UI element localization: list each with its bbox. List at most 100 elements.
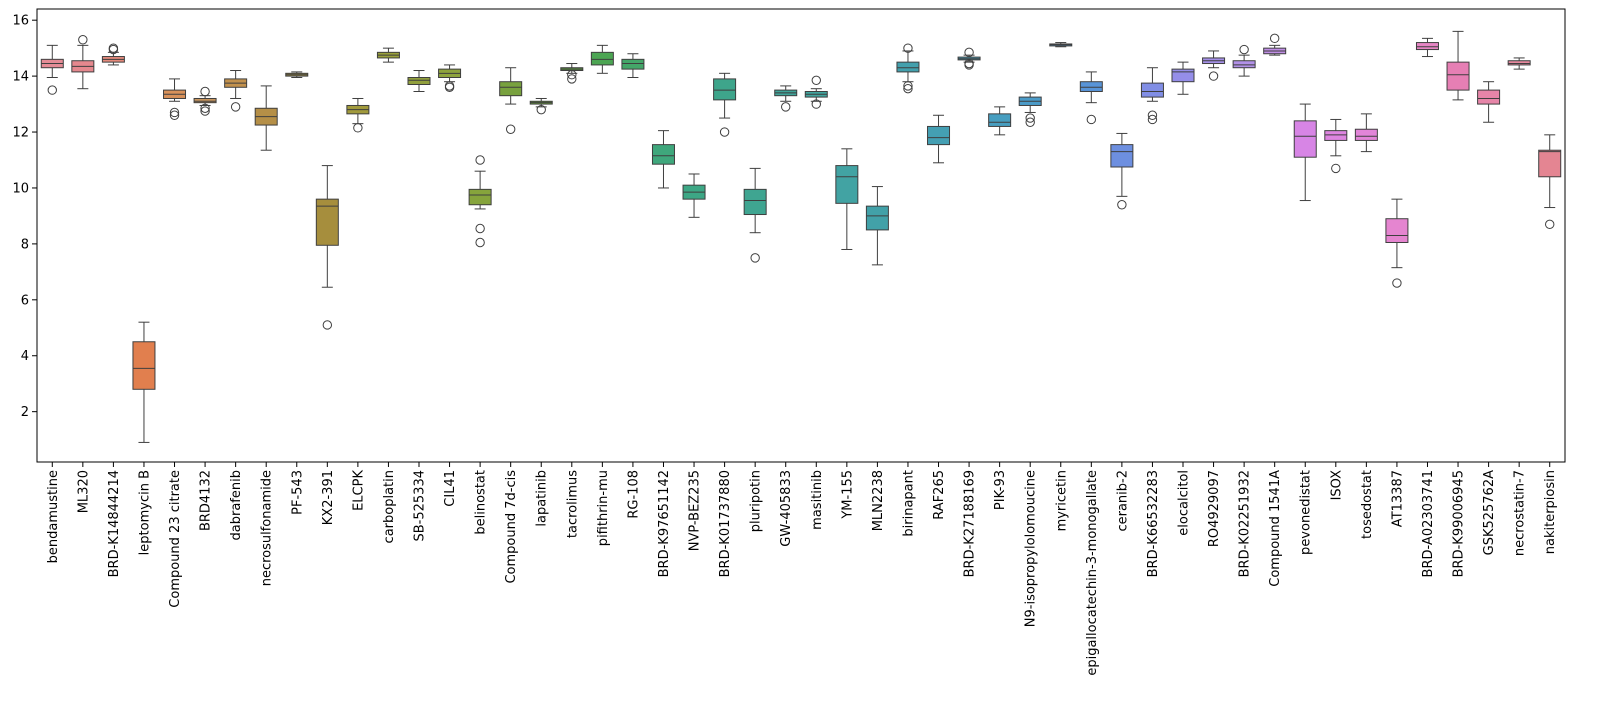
outlier-point <box>903 81 913 91</box>
box-group <box>743 167 767 263</box>
box-group <box>713 72 737 137</box>
box-group <box>132 321 156 443</box>
x-tick-label: belinostat <box>474 470 489 535</box>
box-group <box>71 35 95 90</box>
x-tick-label: ML320 <box>76 470 91 513</box>
box <box>1293 120 1317 158</box>
outlier-point <box>1239 44 1249 55</box>
box-group <box>1507 57 1531 70</box>
x-tick-label: BRD-K02251932 <box>1238 470 1253 577</box>
outlier-point <box>903 83 913 94</box>
box-group <box>865 186 889 266</box>
box-group <box>560 63 584 84</box>
outlier-point <box>567 70 577 80</box>
x-tick-label: NVP-BEZ235 <box>688 470 703 551</box>
plot-marks <box>40 30 1562 443</box>
box-group <box>163 78 187 120</box>
outlier-point <box>1147 114 1158 125</box>
box <box>1171 68 1195 83</box>
x-tick-label: nakiterpiosin <box>1543 470 1558 554</box>
outlier-point <box>1392 278 1402 288</box>
box-group <box>1171 61 1195 95</box>
x-tick-label: dabrafenib <box>229 470 244 540</box>
y-axis: 2 4 6 8 10 12 14 16 <box>12 14 37 420</box>
box <box>1354 128 1378 141</box>
x-tick-label: elocalcitol <box>1177 470 1192 536</box>
box-group <box>835 148 859 250</box>
x-tick-label: RG-108 <box>626 470 641 519</box>
box-group <box>101 43 125 66</box>
box <box>1079 81 1103 92</box>
x-tick-label: YM-155 <box>840 470 855 520</box>
x-tick-label: PIK-93 <box>993 470 1008 510</box>
y-tick-label: 6 <box>21 293 29 308</box>
x-tick-label: pevonedistat <box>1299 470 1314 555</box>
outlier-point <box>811 75 821 86</box>
box-group <box>1385 198 1409 288</box>
box-group <box>1324 118 1348 174</box>
box <box>896 61 920 73</box>
box <box>621 58 645 70</box>
outlier-point <box>475 155 485 165</box>
box-group <box>1354 113 1378 153</box>
outlier-point <box>964 47 974 58</box>
box <box>499 81 523 97</box>
box-group <box>1079 71 1103 125</box>
outlier-point <box>1147 110 1158 120</box>
y-tick-label: 2 <box>21 405 29 420</box>
box-group <box>254 85 278 151</box>
y-tick-label: 14 <box>12 70 29 85</box>
box-group <box>1018 92 1042 127</box>
outlier-point <box>78 35 88 45</box>
x-tick-label: BRD-K66532283 <box>1146 470 1161 577</box>
box <box>865 205 889 231</box>
outlier-point <box>108 43 119 53</box>
box-group <box>927 114 951 164</box>
box-group <box>988 106 1012 136</box>
outlier-point <box>475 223 485 234</box>
x-tick-label: carboplatin <box>382 470 397 543</box>
box <box>927 125 951 146</box>
y-tick-label: 10 <box>12 181 29 196</box>
box <box>193 97 217 104</box>
box-group <box>1202 50 1226 81</box>
outlier-point <box>169 110 180 120</box>
outlier-point <box>505 124 516 134</box>
outlier-point <box>964 60 974 70</box>
x-tick-label: KX2-391 <box>321 470 336 525</box>
box <box>1415 42 1439 51</box>
outlier-point <box>567 74 577 84</box>
x-axis: bendamustine ML320 BRD-K14844214 leptomycin… <box>46 462 1558 676</box>
box-group <box>1415 37 1439 58</box>
outlier-point <box>200 106 210 116</box>
x-tick-label: BRD-A02303741 <box>1421 470 1436 577</box>
x-tick-label: RAF265 <box>932 470 947 520</box>
box-group <box>621 53 645 79</box>
x-tick-label: Compound 7d-cis <box>504 470 519 584</box>
x-tick-label: MLN2238 <box>871 470 886 531</box>
box <box>1232 60 1256 69</box>
box <box>835 165 859 204</box>
outlier-point <box>1331 163 1341 174</box>
box-group <box>774 85 798 112</box>
outlier-point <box>200 103 210 113</box>
x-tick-label: BRD-K01737880 <box>718 470 733 577</box>
outlier-point <box>1086 114 1097 125</box>
y-tick-label: 8 <box>21 237 29 252</box>
x-tick-label: bendamustine <box>46 470 61 563</box>
x-tick-label: Compound 1541A <box>1268 470 1283 587</box>
outlier-point <box>1117 200 1127 210</box>
outlier-point <box>903 43 913 53</box>
outlier-point <box>475 237 485 248</box>
x-tick-label: masitinib <box>810 470 825 530</box>
x-tick-label: necrosulfonamide <box>260 470 275 586</box>
outlier-point <box>750 253 760 263</box>
x-tick-label: AT13387 <box>1390 470 1405 527</box>
x-tick-label: N9-isopropylolomoucine <box>1024 470 1039 627</box>
box-group <box>1446 30 1470 101</box>
box <box>743 188 767 216</box>
box-group <box>1049 42 1073 48</box>
x-tick-label: GW-405833 <box>779 470 794 547</box>
x-tick-label: epigallocatechin-3-monogallate <box>1085 470 1100 676</box>
